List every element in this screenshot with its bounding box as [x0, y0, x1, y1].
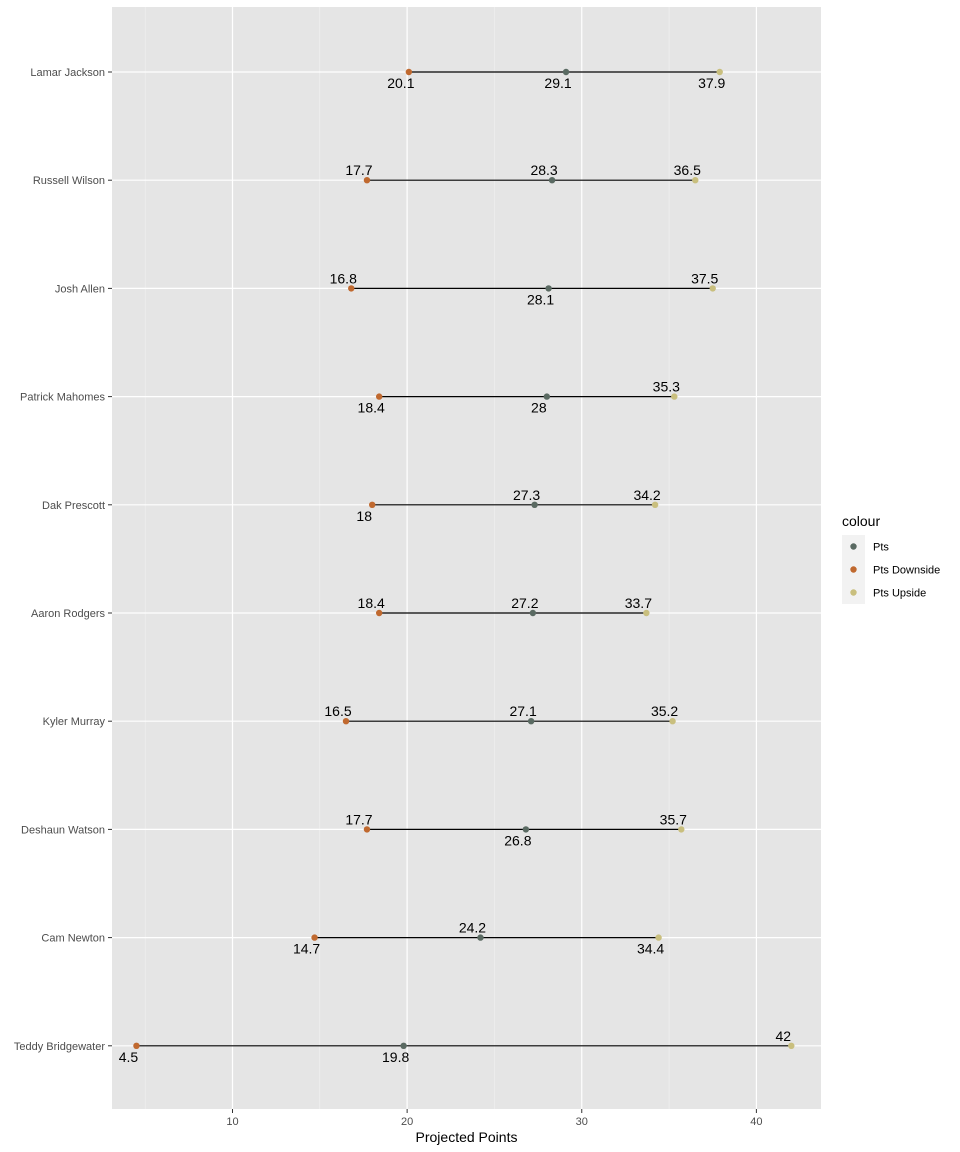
point-upside-russell-wilson	[692, 177, 699, 184]
plot-panel	[112, 7, 821, 1109]
range-segments	[136, 71, 792, 1047]
value-label-pts-josh-allen: 28.1	[527, 291, 554, 307]
value-label-upside-dak-prescott: 34.2	[633, 487, 660, 503]
point-upside-josh-allen	[709, 285, 716, 292]
value-label-upside-aaron-rodgers: 33.7	[625, 595, 652, 611]
x-axis-title: Projected Points	[416, 1129, 518, 1145]
point-upside-kyler-murray	[669, 718, 676, 725]
legend-swatch-pts-upside	[850, 589, 857, 596]
y-tick-label-cam-newton: Cam Newton	[41, 933, 105, 945]
y-tick-label-kyler-murray: Kyler Murray	[43, 716, 106, 728]
value-label-pts-dak-prescott: 27.3	[513, 487, 540, 503]
x-tick-label: 40	[750, 1116, 762, 1128]
x-tick-label: 10	[226, 1116, 238, 1128]
point-upside-aaron-rodgers	[643, 609, 650, 617]
point-upside-dak-prescott	[651, 501, 659, 508]
y-tick-label-lamar-jackson: Lamar Jackson	[30, 67, 105, 79]
value-label-upside-kyler-murray: 35.2	[651, 703, 678, 719]
point-pts-deshaun-watson	[522, 826, 530, 833]
point-upside-deshaun-watson	[678, 826, 685, 833]
value-label-upside-patrick-mahomes: 35.3	[653, 379, 680, 395]
point-pts-teddy-bridgewater	[400, 1042, 407, 1050]
point-upside-cam-newton	[655, 934, 662, 941]
value-label-pts-russell-wilson: 28.3	[530, 162, 557, 178]
point-downside-aaron-rodgers	[375, 609, 383, 617]
y-tick-label-deshaun-watson: Deshaun Watson	[21, 824, 105, 836]
y-tick-label-russell-wilson: Russell Wilson	[33, 175, 105, 187]
minor-gridlines	[144, 7, 670, 1109]
point-downside-teddy-bridgewater	[133, 1042, 140, 1050]
value-label-upside-russell-wilson: 36.5	[674, 162, 701, 178]
value-label-upside-deshaun-watson: 35.7	[660, 811, 687, 827]
point-upside-patrick-mahomes	[671, 393, 678, 400]
point-pts-russell-wilson	[548, 177, 556, 184]
data-labels: 20.1 29.1 37.9 17.7 28.3 36.5 16.8 28.1 37.5 18.4…	[119, 75, 792, 1065]
value-label-pts-patrick-mahomes: 28	[531, 400, 547, 416]
point-downside-deshaun-watson	[363, 826, 371, 833]
y-tick-label-teddy-bridgewater: Teddy Bridgewater	[14, 1041, 105, 1053]
value-label-upside-cam-newton: 34.4	[637, 941, 664, 957]
value-label-pts-kyler-murray: 27.1	[509, 703, 536, 719]
value-label-downside-deshaun-watson: 17.7	[345, 811, 372, 827]
value-label-downside-teddy-bridgewater: 4.5	[119, 1049, 139, 1065]
point-downside-kyler-murray	[342, 718, 350, 725]
legend-swatch-pts	[850, 543, 857, 550]
point-pts-patrick-mahomes	[543, 393, 551, 400]
value-label-pts-teddy-bridgewater: 19.8	[382, 1049, 409, 1065]
value-label-upside-lamar-jackson: 37.9	[698, 75, 725, 91]
value-label-downside-lamar-jackson: 20.1	[387, 75, 414, 91]
legend-title: colour	[842, 513, 880, 529]
point-upside-lamar-jackson	[716, 68, 723, 76]
point-upside-teddy-bridgewater	[788, 1042, 795, 1050]
y-tick-label-aaron-rodgers: Aaron Rodgers	[31, 608, 105, 620]
value-label-pts-aaron-rodgers: 27.2	[511, 595, 538, 611]
y-tick-label-patrick-mahomes: Patrick Mahomes	[20, 392, 105, 404]
value-label-pts-lamar-jackson: 29.1	[544, 75, 571, 91]
x-tick-label: 20	[401, 1116, 413, 1128]
y-tick-label-dak-prescott: Dak Prescott	[42, 500, 105, 512]
point-pts-aaron-rodgers	[529, 609, 537, 617]
value-label-downside-dak-prescott: 18	[356, 508, 372, 524]
point-pts-kyler-murray	[527, 718, 535, 725]
legend-label-pts-upside: Pts Upside	[873, 588, 926, 600]
value-label-upside-josh-allen: 37.5	[691, 270, 718, 286]
point-pts-cam-newton	[477, 934, 484, 941]
x-axis: 10 20 30 40	[226, 1109, 763, 1128]
value-label-downside-kyler-murray: 16.5	[324, 703, 351, 719]
point-downside-cam-newton	[311, 934, 318, 941]
legend: colour Pts Pts Downside Pts Upside	[842, 513, 940, 604]
point-downside-dak-prescott	[368, 501, 376, 508]
value-label-downside-aaron-rodgers: 18.4	[358, 595, 385, 611]
value-label-downside-cam-newton: 14.7	[293, 941, 320, 957]
point-downside-lamar-jackson	[405, 68, 413, 76]
point-pts-josh-allen	[545, 285, 552, 292]
value-label-upside-teddy-bridgewater: 42	[776, 1028, 792, 1044]
value-label-downside-josh-allen: 16.8	[330, 270, 357, 286]
point-pts-dak-prescott	[531, 501, 538, 508]
point-downside-russell-wilson	[363, 177, 371, 184]
value-label-pts-deshaun-watson: 26.8	[504, 832, 531, 848]
y-tick-label-josh-allen: Josh Allen	[55, 283, 105, 295]
legend-label-pts: Pts	[873, 542, 889, 554]
value-label-pts-cam-newton: 24.2	[459, 920, 486, 936]
point-downside-josh-allen	[348, 285, 355, 292]
value-label-downside-russell-wilson: 17.7	[345, 162, 372, 178]
data-points	[133, 68, 795, 1050]
y-axis: Lamar Jackson Russell Wilson Josh Allen Pat…	[14, 67, 112, 1053]
legend-swatch-pts-downside	[850, 566, 857, 573]
point-downside-patrick-mahomes	[375, 393, 383, 400]
value-label-downside-patrick-mahomes: 18.4	[358, 400, 385, 416]
point-pts-lamar-jackson	[562, 68, 570, 76]
x-tick-label: 30	[576, 1116, 588, 1128]
legend-label-pts-downside: Pts Downside	[873, 565, 940, 577]
